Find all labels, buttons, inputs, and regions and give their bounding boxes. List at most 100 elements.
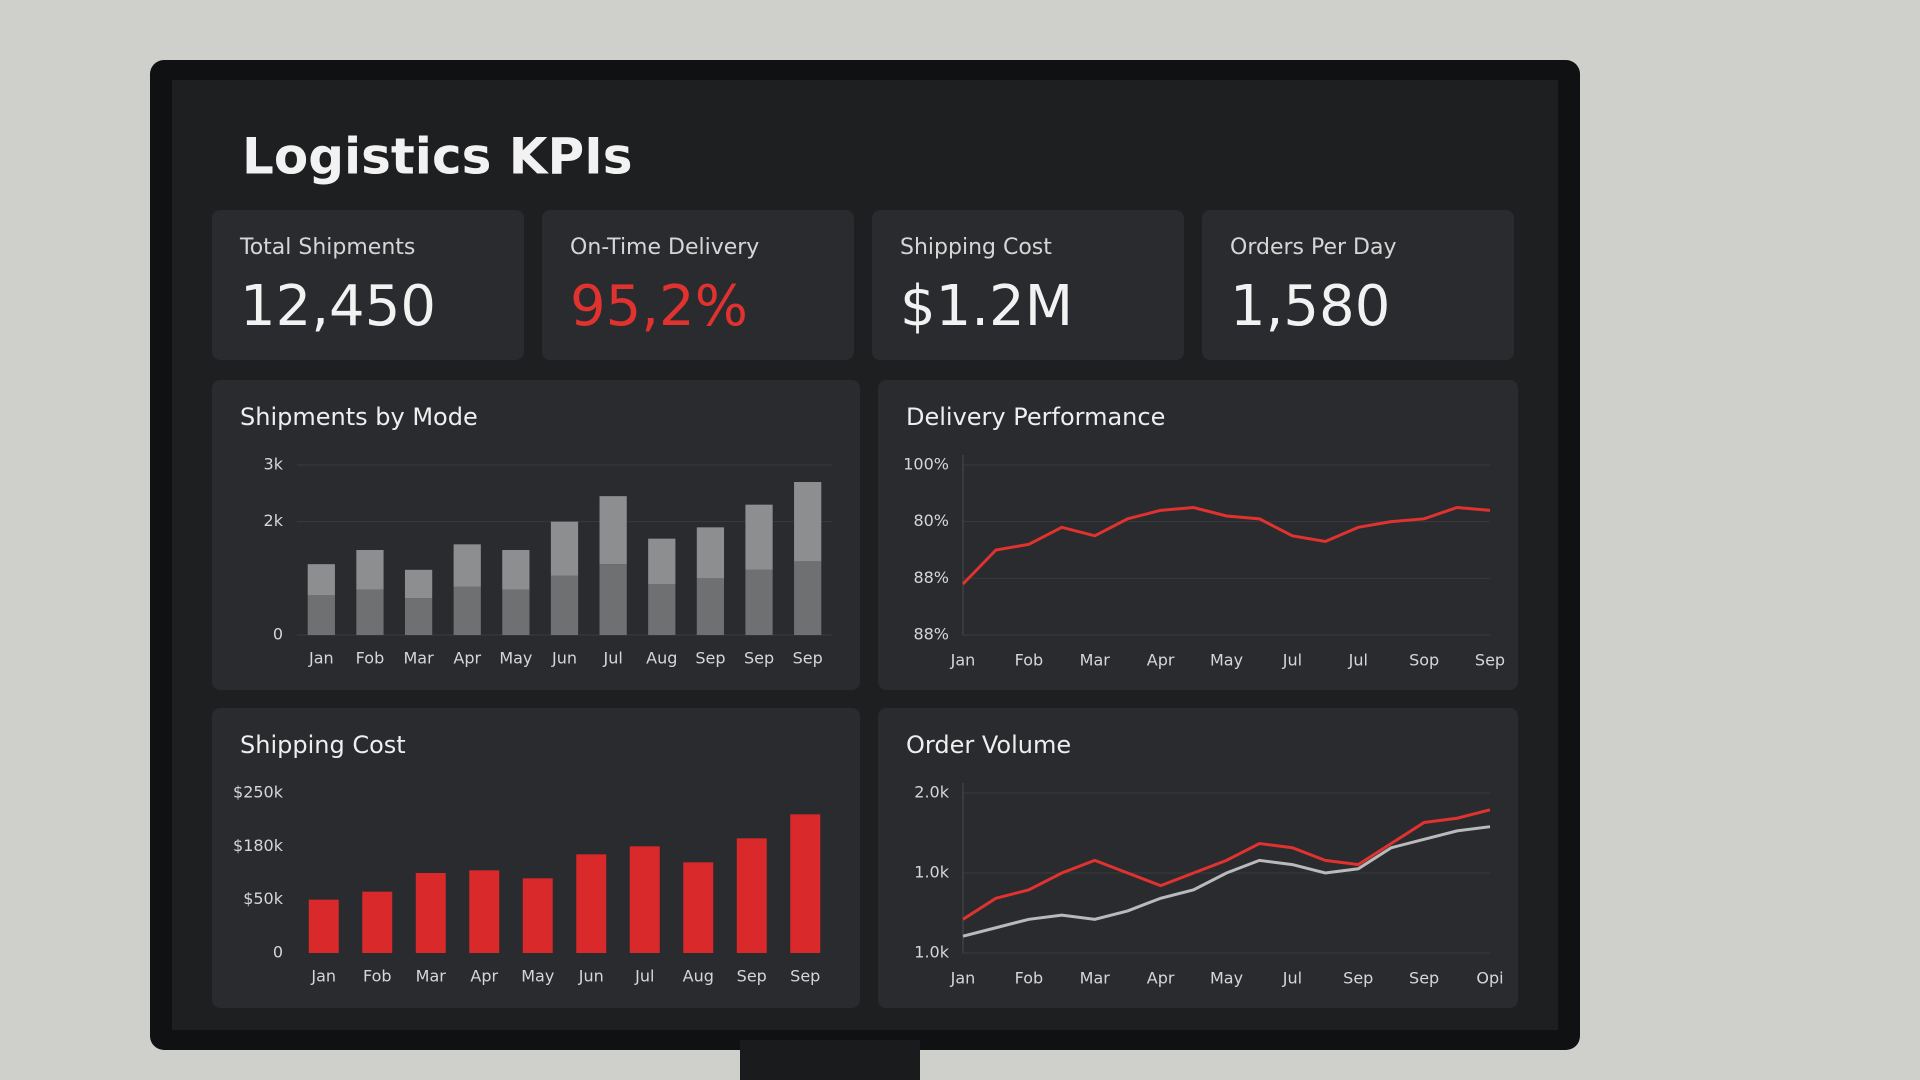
bar — [629, 846, 660, 953]
bar — [550, 521, 579, 576]
bar — [307, 564, 335, 596]
x-tick-label: Sep — [737, 967, 767, 986]
x-tick-label: Fob — [356, 649, 385, 668]
bar — [356, 550, 384, 590]
y-axis-label: $50k — [243, 889, 284, 908]
x-tick-label: Jan — [308, 649, 334, 668]
x-tick-label: Aug — [683, 967, 714, 986]
bar — [794, 561, 822, 635]
bar — [736, 838, 767, 953]
chart-card — [878, 708, 1518, 1008]
x-tick-label: Fob — [1015, 651, 1044, 670]
bar — [696, 527, 725, 579]
chart-title: Shipments by Mode — [240, 403, 478, 431]
kpi-card — [542, 210, 854, 360]
x-tick-label: Jul — [602, 649, 622, 668]
x-tick-label: Jul — [1348, 651, 1368, 670]
y-axis-label: 80% — [913, 511, 949, 530]
bar — [469, 870, 500, 953]
kpi-card — [1202, 210, 1514, 360]
bar — [599, 496, 627, 565]
bar — [502, 550, 530, 590]
x-tick-label: Mar — [1080, 969, 1111, 988]
kpi-label: Shipping Cost — [900, 235, 1052, 260]
kpi-label: Total Shipments — [239, 235, 415, 260]
bar — [356, 589, 384, 635]
line-series — [962, 825, 1491, 938]
x-tick-label: Opi — [1476, 969, 1503, 988]
kpi-value: $1.2M — [900, 274, 1073, 339]
x-tick-label: Mar — [1080, 651, 1111, 670]
kpi-label: On-Time Delivery — [570, 235, 759, 260]
x-tick-label: Apr — [453, 649, 481, 668]
x-tick-label: Jul — [634, 967, 654, 986]
x-tick-label: Jul — [1282, 969, 1302, 988]
x-tick-label: Mar — [416, 967, 447, 986]
y-axis-label: 2.0k — [914, 783, 949, 802]
kpi-value: 12,450 — [240, 274, 436, 339]
x-tick-label: Jul — [1282, 651, 1302, 670]
x-tick-label: May — [1210, 969, 1243, 988]
bar — [404, 569, 433, 599]
bar — [683, 862, 714, 953]
dashboard: Logistics KPIs Total Shipments 12,450 On-T… — [172, 80, 1558, 1030]
bar — [308, 899, 339, 953]
kpi-value: 1,580 — [1230, 274, 1390, 339]
chart-title: Shipping Cost — [240, 731, 406, 759]
y-tick-label: 0 — [273, 625, 283, 644]
bar — [745, 504, 773, 570]
chart-card — [878, 380, 1518, 690]
x-tick-label: Sep — [744, 649, 774, 668]
x-tick-label: Aug — [646, 649, 677, 668]
bar — [415, 873, 446, 953]
bar — [453, 586, 481, 635]
x-tick-label: Sep — [1409, 969, 1439, 988]
x-tick-label: Fob — [1015, 969, 1044, 988]
bar — [790, 814, 821, 953]
y-axis-label: $250k — [233, 783, 284, 802]
bar — [599, 564, 627, 635]
bar — [648, 538, 676, 584]
monitor-stand — [740, 1040, 920, 1080]
bar — [745, 569, 773, 635]
y-axis-label: 0 — [273, 943, 283, 962]
x-tick-label: Jan — [310, 967, 336, 986]
x-tick-label: Fob — [363, 967, 392, 986]
x-tick-label: Sep — [1475, 651, 1505, 670]
x-tick-label: Jan — [950, 651, 976, 670]
x-tick-label: Mar — [403, 649, 434, 668]
kpi-card — [212, 210, 524, 360]
x-tick-label: Apr — [1147, 651, 1175, 670]
x-tick-label: Sop — [1409, 651, 1439, 670]
bar — [648, 584, 676, 635]
bar — [550, 575, 579, 635]
kpi-value: 95,2% — [570, 274, 748, 339]
x-tick-label: May — [1210, 651, 1243, 670]
x-tick-label: May — [521, 967, 554, 986]
y-tick-label: 3k — [264, 455, 284, 474]
bar — [307, 595, 335, 635]
x-tick-label: Jan — [950, 969, 976, 988]
x-tick-label: Sep — [790, 967, 820, 986]
y-axis-label: 88% — [913, 625, 949, 644]
y-axis-label: 1.0k — [914, 863, 949, 882]
y-axis-label: 88% — [913, 568, 949, 587]
bar — [362, 891, 393, 953]
bar — [696, 578, 725, 635]
bar — [522, 878, 553, 953]
y-tick-label: 2k — [264, 511, 284, 530]
x-tick-label: Apr — [1147, 969, 1175, 988]
y-axis-label: 100% — [903, 455, 949, 474]
bar — [576, 854, 607, 953]
dashboard-title: Logistics KPIs — [242, 128, 633, 186]
bar — [794, 482, 822, 562]
line-series — [961, 505, 1491, 586]
kpi-card — [872, 210, 1184, 360]
bar — [404, 598, 433, 635]
chart-title: Order Volume — [906, 731, 1071, 759]
x-tick-label: Sep — [1343, 969, 1373, 988]
x-tick-label: Jun — [578, 967, 604, 986]
x-tick-label: Sep — [793, 649, 823, 668]
x-tick-label: Jun — [551, 649, 577, 668]
